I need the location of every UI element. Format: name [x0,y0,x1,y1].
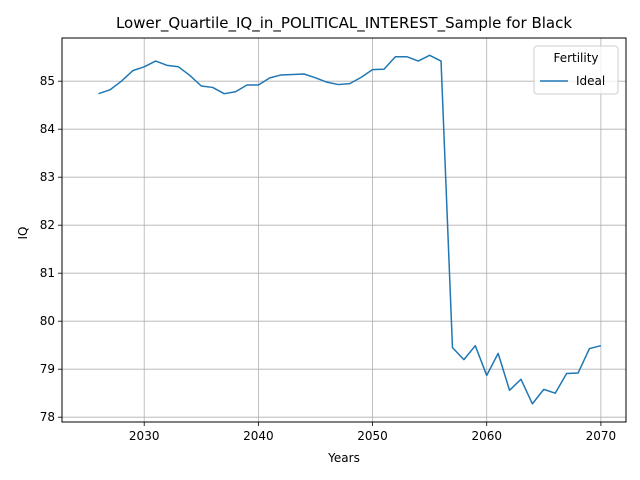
legend: Fertility Ideal [533,45,619,95]
y-axis: 78 79 80 81 82 83 84 85 [40,74,62,424]
plot-frame [61,37,627,423]
y-tick-label: 85 [40,74,55,88]
y-axis-label: IQ [16,227,30,240]
x-axis: 2030 2040 2050 2060 2070 [129,422,616,443]
x-tick-label: 2070 [586,429,617,443]
legend-label-ideal: Ideal [576,74,605,88]
y-tick-label: 78 [40,410,55,424]
series-line-ideal [98,54,602,405]
x-tick-label: 2050 [357,429,388,443]
series-layer [98,54,602,405]
x-axis-label: Years [327,451,360,465]
x-tick-label: 2030 [129,429,160,443]
y-tick-label: 79 [40,362,55,376]
grid-lines [62,38,626,422]
y-tick-label: 82 [40,218,55,232]
x-tick-label: 2040 [243,429,274,443]
legend-box [533,45,619,95]
chart-title: Lower_Quartile_IQ_in_POLITICAL_INTEREST_… [116,14,572,33]
y-tick-label: 81 [40,266,55,280]
y-tick-label: 80 [40,314,55,328]
y-tick-label: 83 [40,170,55,184]
legend-title: Fertility [553,51,598,65]
x-tick-label: 2060 [471,429,502,443]
y-tick-label: 84 [40,122,55,136]
